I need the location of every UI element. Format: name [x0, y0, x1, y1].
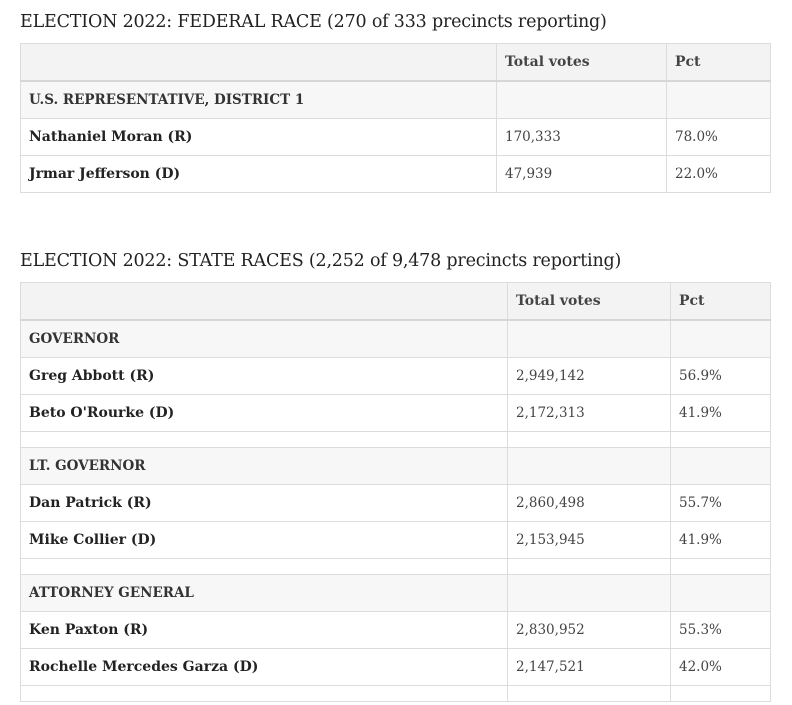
- federal-results-caption: ELECTION 2022: FEDERAL RACE (270 of 333 …: [20, 12, 607, 32]
- candidate-pct: 41.9%: [670, 520, 771, 559]
- spacer-row: [20, 684, 771, 702]
- race-votes-blank: [507, 573, 671, 612]
- table-row: Mike Collier (D) 2,153,945 41.9%: [20, 520, 771, 559]
- state-results-section: ELECTION 2022: STATE RACES (2,252 of 9,4…: [20, 249, 771, 702]
- table-header-row: Total votes Pct: [20, 282, 771, 321]
- candidate-total-votes: 2,172,313: [507, 393, 671, 432]
- candidate-pct: 42.0%: [670, 647, 771, 686]
- race-pct-blank: [670, 319, 771, 358]
- candidate-pct: 55.7%: [670, 483, 771, 522]
- candidate-name: Nathaniel Moran (R): [20, 117, 497, 156]
- candidate-pct: 78.0%: [666, 117, 771, 156]
- race-title: ATTORNEY GENERAL: [20, 573, 508, 612]
- race-title: LT. GOVERNOR: [20, 446, 508, 485]
- column-header-name: [20, 282, 508, 321]
- candidate-pct: 41.9%: [670, 393, 771, 432]
- spacer-cell: [20, 557, 508, 575]
- column-header-name: [20, 43, 497, 82]
- race-row: GOVERNOR: [20, 319, 771, 358]
- race-title: GOVERNOR: [20, 319, 508, 358]
- spacer-row: [20, 557, 771, 575]
- federal-results-section: ELECTION 2022: FEDERAL RACE (270 of 333 …: [20, 10, 771, 193]
- spacer-cell: [507, 557, 671, 575]
- candidate-total-votes: 2,147,521: [507, 647, 671, 686]
- spacer-cell: [507, 430, 671, 448]
- spacer-cell: [20, 684, 508, 702]
- race-pct-blank: [670, 573, 771, 612]
- candidate-name: Mike Collier (D): [20, 520, 508, 559]
- spacer-cell: [20, 430, 508, 448]
- spacer-row: [20, 430, 771, 448]
- table-row: Rochelle Mercedes Garza (D) 2,147,521 42…: [20, 647, 771, 686]
- table-row: Nathaniel Moran (R) 170,333 78.0%: [20, 117, 771, 156]
- candidate-total-votes: 170,333: [496, 117, 667, 156]
- race-votes-blank: [507, 446, 671, 485]
- table-row: Ken Paxton (R) 2,830,952 55.3%: [20, 610, 771, 649]
- spacer-cell: [670, 430, 771, 448]
- candidate-pct: 56.9%: [670, 356, 771, 395]
- table-row: Dan Patrick (R) 2,860,498 55.7%: [20, 483, 771, 522]
- candidate-name: Ken Paxton (R): [20, 610, 508, 649]
- candidate-name: Rochelle Mercedes Garza (D): [20, 647, 508, 686]
- state-results-table: Total votes Pct GOVERNOR Greg Abbott (R)…: [20, 282, 771, 702]
- table-header-row: Total votes Pct: [20, 43, 771, 82]
- candidate-pct: 22.0%: [666, 154, 771, 193]
- candidate-name: Greg Abbott (R): [20, 356, 508, 395]
- candidate-total-votes: 2,860,498: [507, 483, 671, 522]
- candidate-total-votes: 2,830,952: [507, 610, 671, 649]
- candidate-name: Jrmar Jefferson (D): [20, 154, 497, 193]
- table-row: Beto O'Rourke (D) 2,172,313 41.9%: [20, 393, 771, 432]
- race-pct-blank: [670, 446, 771, 485]
- candidate-total-votes: 2,949,142: [507, 356, 671, 395]
- state-results-caption: ELECTION 2022: STATE RACES (2,252 of 9,4…: [20, 251, 622, 271]
- federal-results-table: Total votes Pct U.S. REPRESENTATIVE, DIS…: [20, 43, 771, 193]
- race-row: ATTORNEY GENERAL: [20, 573, 771, 612]
- spacer-cell: [670, 684, 771, 702]
- spacer-cell: [507, 684, 671, 702]
- race-row: U.S. REPRESENTATIVE, DISTRICT 1: [20, 80, 771, 119]
- race-row: LT. GOVERNOR: [20, 446, 771, 485]
- candidate-total-votes: 47,939: [496, 154, 667, 193]
- candidate-name: Beto O'Rourke (D): [20, 393, 508, 432]
- race-title: U.S. REPRESENTATIVE, DISTRICT 1: [20, 80, 497, 119]
- race-votes-blank: [496, 80, 667, 119]
- candidate-pct: 55.3%: [670, 610, 771, 649]
- candidate-name: Dan Patrick (R): [20, 483, 508, 522]
- column-header-pct: Pct: [670, 282, 771, 321]
- candidate-total-votes: 2,153,945: [507, 520, 671, 559]
- column-header-total-votes: Total votes: [507, 282, 671, 321]
- table-row: Jrmar Jefferson (D) 47,939 22.0%: [20, 154, 771, 193]
- column-header-total-votes: Total votes: [496, 43, 667, 82]
- spacer-cell: [670, 557, 771, 575]
- race-pct-blank: [666, 80, 771, 119]
- table-row: Greg Abbott (R) 2,949,142 56.9%: [20, 356, 771, 395]
- column-header-pct: Pct: [666, 43, 771, 82]
- race-votes-blank: [507, 319, 671, 358]
